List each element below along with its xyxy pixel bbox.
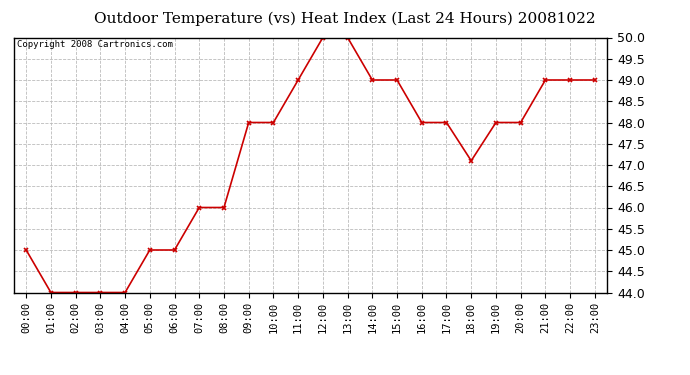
Text: Copyright 2008 Cartronics.com: Copyright 2008 Cartronics.com (17, 40, 172, 49)
Text: Outdoor Temperature (vs) Heat Index (Last 24 Hours) 20081022: Outdoor Temperature (vs) Heat Index (Las… (95, 11, 595, 26)
